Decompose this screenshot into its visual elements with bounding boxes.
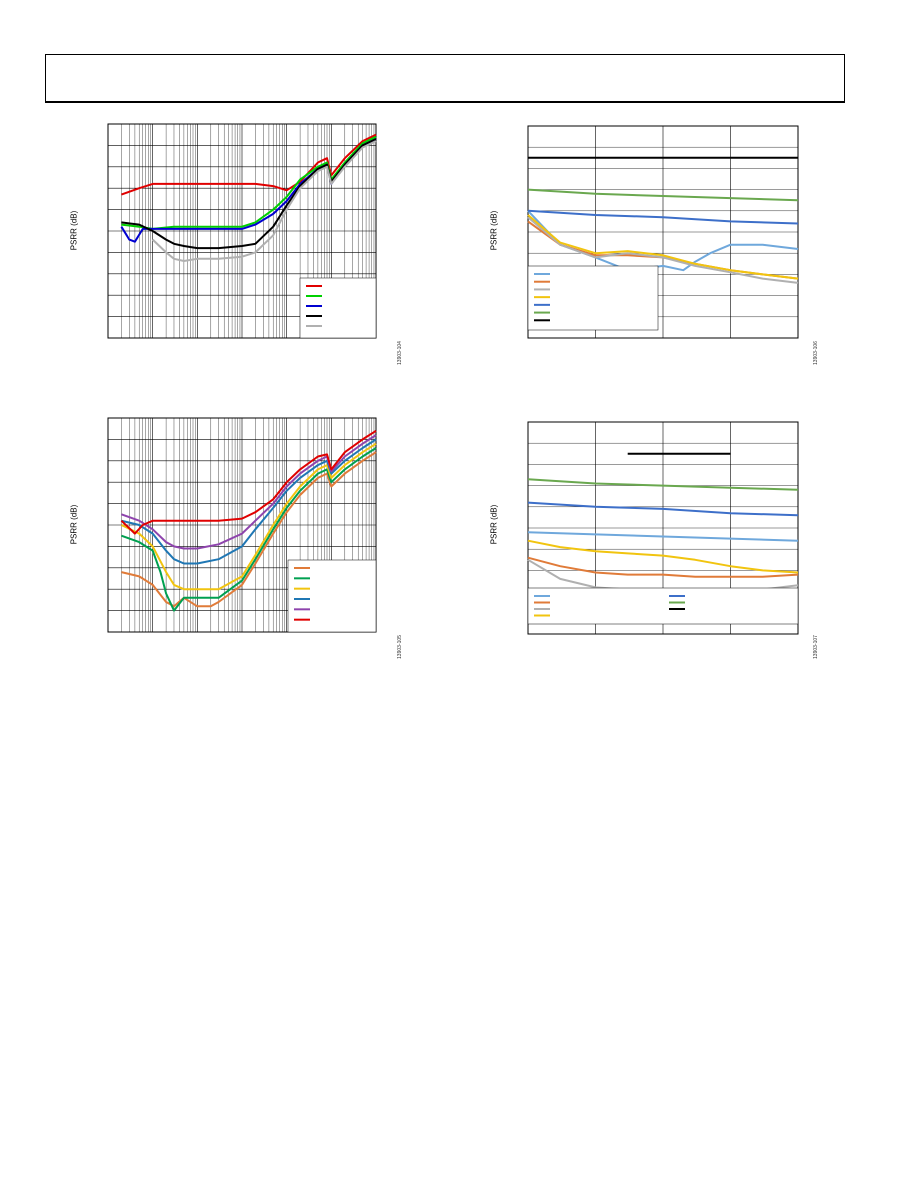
fig2-plot-frame — [527, 125, 799, 339]
fig2-series-line-5 — [527, 209, 799, 225]
chart-fig2-figure-number: 13903-106 — [813, 341, 819, 365]
fig3-series-line-4 — [121, 438, 377, 565]
fig4-legend — [527, 587, 799, 625]
fig4-series-line-2 — [527, 556, 799, 578]
fig4-series-line-1 — [527, 531, 799, 542]
chart-fig4-ylabel: PSRR (dB) — [489, 504, 499, 545]
fig4-series-line-5 — [527, 501, 799, 517]
chart-fig3 — [107, 417, 377, 633]
chart-fig1-ylabel: PSRR (dB) — [69, 210, 79, 251]
chart-fig2-ylabel: PSRR (dB) — [489, 210, 499, 251]
fig4-series-line-4 — [527, 539, 799, 574]
fig1-legend — [299, 277, 377, 339]
chart-fig4-figure-number: 13903-107 — [813, 635, 819, 659]
chart-fig4 — [527, 421, 799, 635]
fig1-series-line-1 — [121, 133, 377, 196]
fig1-plot-frame — [107, 123, 377, 339]
fig3-plot-frame — [107, 417, 377, 633]
fig1-series-line-5 — [152, 140, 377, 262]
fig3-series-line-2 — [121, 447, 377, 612]
fig4-plot-frame — [527, 421, 799, 635]
fig2-series-line-6 — [527, 188, 799, 202]
fig1-series-line-4 — [121, 138, 377, 250]
fig3-series-line-3 — [120, 442, 377, 591]
fig1-series-line-2 — [121, 135, 377, 230]
chart-fig2 — [527, 125, 799, 339]
fig3-series-line-1 — [121, 451, 377, 608]
fig3-series-line-5 — [121, 434, 377, 550]
fig1-series-line-3 — [120, 138, 377, 243]
page-header-box — [45, 54, 845, 103]
fig2-series-line-3 — [527, 216, 799, 284]
chart-fig1 — [107, 123, 377, 339]
fig3-series-line-6 — [120, 429, 377, 535]
fig3-legend — [287, 559, 377, 633]
fig4-series-line-6 — [527, 478, 799, 491]
chart-fig1-figure-number: 13903-104 — [397, 341, 403, 365]
chart-fig3-ylabel: PSRR (dB) — [69, 504, 79, 545]
fig2-series-line-4 — [527, 214, 799, 280]
chart-fig3-figure-number: 13903-105 — [397, 635, 403, 659]
